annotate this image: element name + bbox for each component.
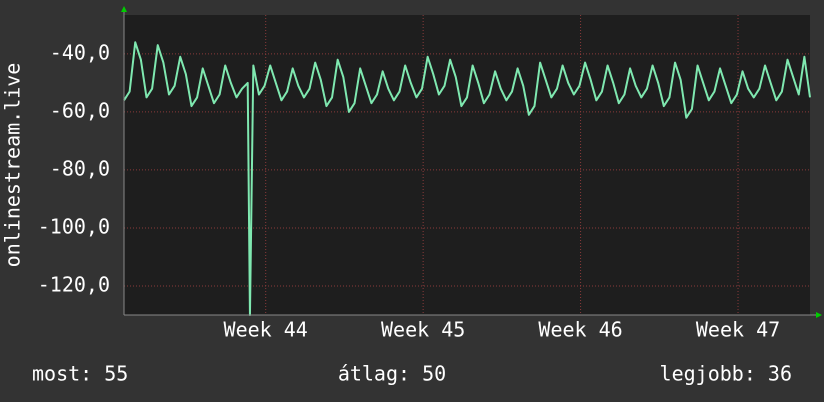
stat-best: legjobb: 36: [660, 362, 792, 386]
stat-current: most: 55: [32, 362, 128, 386]
data-line: [123, 41, 811, 316]
y-arrow: [121, 6, 127, 12]
marks: [123, 41, 811, 316]
x-tick-label: Week 45: [381, 318, 465, 342]
x-tick-label: Week 44: [224, 318, 308, 342]
y-tick-label: -80,0: [50, 156, 110, 180]
x-arrow: [816, 312, 822, 318]
y-tick-label: -120,0: [38, 272, 110, 296]
plot-area: [124, 15, 810, 315]
y-tick-label: -40,0: [50, 40, 110, 64]
y-tick-label: -60,0: [50, 98, 110, 122]
x-tick-label: Week 47: [696, 318, 780, 342]
y-tick-label: -100,0: [38, 214, 110, 238]
grid: [124, 15, 810, 315]
x-tick-label: Week 46: [538, 318, 622, 342]
y-axis-label: onlinestream.live: [1, 63, 25, 268]
stat-average: átlag: 50: [338, 362, 446, 386]
